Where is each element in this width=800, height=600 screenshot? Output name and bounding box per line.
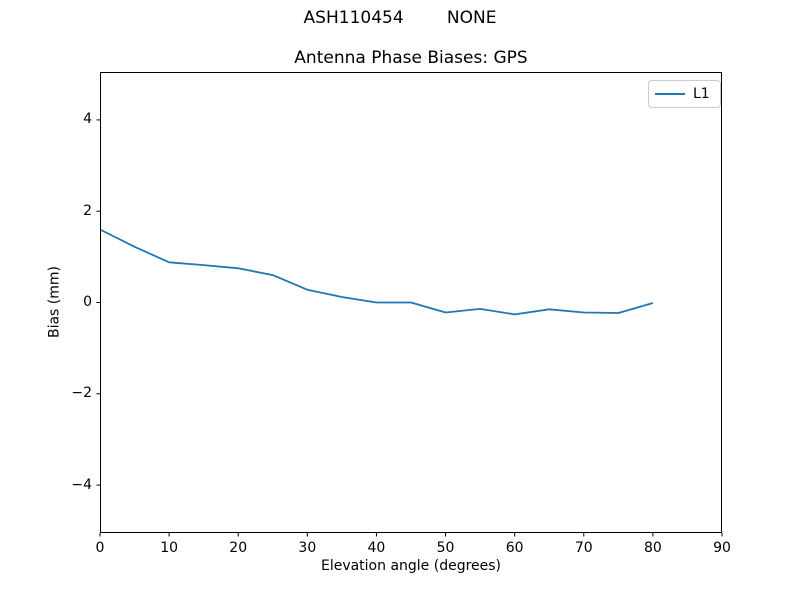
legend-line-swatch [655,93,685,95]
x-tick-label: 0 [95,540,105,556]
y-tick-label: −2 [71,385,92,402]
x-tick-label: 20 [229,540,248,556]
x-axis-label: Elevation angle (degrees) [320,558,502,574]
y-tick-label: 4 [83,111,92,128]
x-tick-label: 70 [574,540,593,556]
legend-box: L1 [648,80,721,108]
x-tick-label: 60 [505,540,524,556]
y-tick-label: 0 [83,294,92,310]
figure-suptitle: ASH110454 NONE [303,8,497,28]
y-tick-label: 2 [83,202,92,219]
x-tick-label: 50 [436,540,455,556]
x-tick-label: 40 [367,540,386,556]
y-tick-label: −4 [71,476,92,493]
plot-area [96,72,723,537]
chart-title: Antenna Phase Biases: GPS [294,48,528,68]
x-tick-label: 10 [160,540,179,556]
x-tick-label: 90 [713,540,731,556]
legend-label: L1 [693,86,710,102]
x-tick-label: 80 [643,540,662,556]
x-tick-label: 30 [298,540,317,556]
